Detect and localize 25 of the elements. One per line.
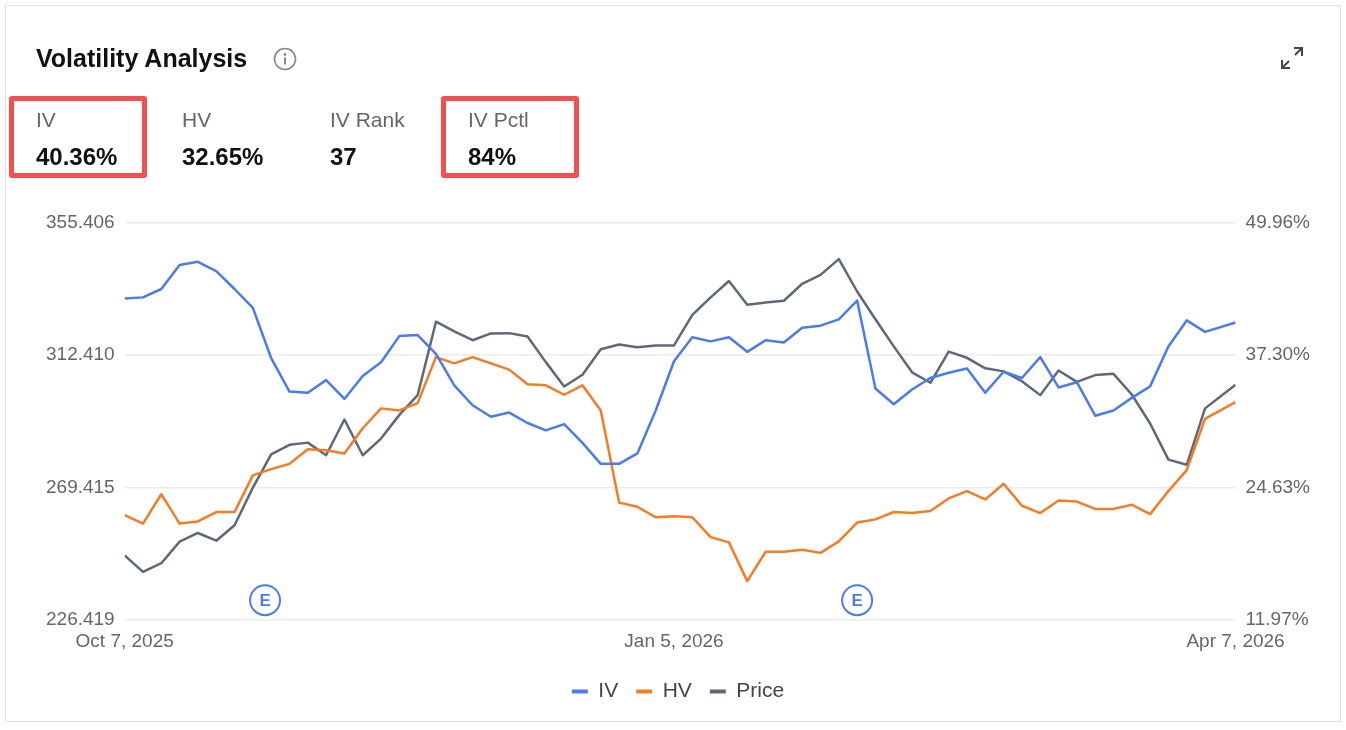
annotation: E [851, 590, 863, 610]
text: 37 [330, 143, 357, 171]
text: HV [182, 108, 212, 132]
y-tick-label: 355.406 [45, 210, 115, 232]
text: 40.36% [36, 143, 118, 171]
text: Volatility Analysis [36, 44, 248, 73]
y-tick-label: 312.410 [45, 343, 115, 365]
legend-label: HV [662, 678, 692, 702]
y2-tick-label: 11.97% [1245, 608, 1309, 630]
x-tick-label: Jan 5, 2026 [624, 629, 724, 651]
y-tick-label: 226.419 [45, 608, 115, 630]
annotation: E [259, 590, 271, 610]
y2-tick-label: 37.30% [1245, 343, 1311, 365]
legend-label: IV [598, 678, 619, 702]
legend-label: Price [736, 678, 785, 702]
text: IV [36, 108, 56, 132]
text: 84% [468, 143, 517, 171]
y-tick-label: 269.415 [45, 475, 115, 497]
text: IV Pctl [468, 108, 529, 132]
text: 32.65% [182, 143, 264, 171]
x-tick-label: Apr 7, 2026 [1186, 629, 1285, 651]
x-tick-label: Oct 7, 2025 [75, 629, 174, 651]
y2-tick-label: 24.63% [1245, 475, 1311, 497]
y2-tick-label: 49.96% [1245, 210, 1311, 232]
text: IV Rank [330, 108, 405, 132]
